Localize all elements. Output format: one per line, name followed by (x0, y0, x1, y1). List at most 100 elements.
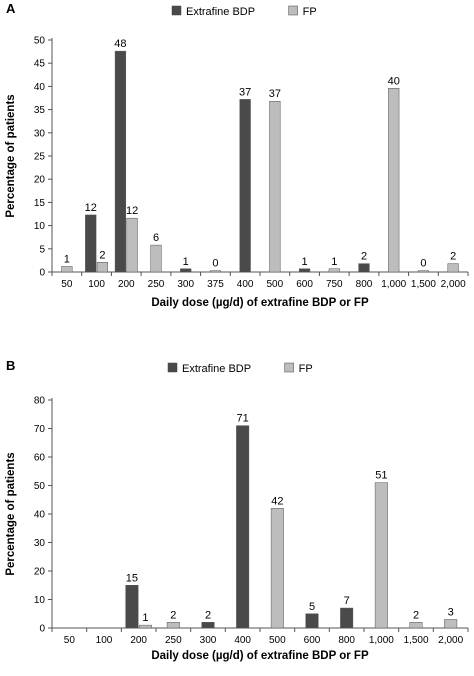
x-tick-label: 600 (304, 635, 321, 646)
x-tick-label: 2,000 (441, 279, 466, 290)
bar (239, 99, 251, 273)
y-tick-label: 10 (34, 221, 46, 232)
data-label: 51 (375, 470, 387, 482)
data-label: 5 (309, 601, 315, 613)
bar (417, 270, 430, 273)
chart-panel-a: A Extrafine BDP FP 0 5 10 15 20 25 30 35 40 45 50 50 10… (0, 0, 474, 320)
x-tick-label: 300 (200, 635, 217, 646)
x-tick-label: 400 (234, 635, 251, 646)
bar (201, 622, 215, 629)
bar (125, 585, 139, 629)
x-tick-label: 200 (118, 279, 135, 290)
legend-label: Extrafine BDP (182, 363, 251, 375)
bar (138, 624, 152, 629)
x-tick-label: 1,500 (403, 635, 428, 646)
legend-swatch (288, 5, 298, 16)
bar (166, 622, 180, 629)
data-label: 48 (114, 38, 126, 50)
data-label: 7 (344, 595, 350, 607)
x-axis-title: Daily dose (µg/d) of extrafine BDP or FP (151, 297, 369, 309)
y-tick-label: 40 (34, 82, 46, 93)
x-tick-label: 300 (177, 279, 194, 290)
data-label: 2 (99, 249, 105, 261)
data-label: 71 (237, 413, 249, 425)
x-tick-label: 100 (96, 635, 113, 646)
y-tick-label: 30 (34, 538, 46, 549)
y-tick-label: 5 (39, 244, 45, 255)
x-tick-label: 50 (61, 279, 73, 290)
data-label: 1 (183, 256, 189, 268)
y-tick-label: 60 (34, 453, 46, 464)
y-tick-label: 15 (34, 198, 46, 209)
panel-label: A (6, 1, 16, 16)
y-tick-label: 25 (34, 152, 46, 163)
bar (358, 263, 370, 273)
bar (85, 214, 97, 273)
data-label: 1 (331, 256, 337, 268)
data-label: 0 (420, 258, 426, 270)
data-label: 12 (85, 202, 97, 214)
data-label: 40 (388, 75, 400, 87)
data-label: 2 (450, 251, 456, 263)
bar (209, 270, 222, 273)
x-tick-label: 1,000 (381, 279, 406, 290)
panel-label: B (6, 358, 15, 373)
x-tick-label: 2,000 (438, 635, 463, 646)
x-tick-label: 800 (338, 635, 355, 646)
x-tick-label: 50 (64, 635, 76, 646)
data-label: 2 (413, 609, 419, 621)
y-tick-label: 70 (34, 424, 46, 435)
legend-swatch (167, 362, 178, 373)
x-tick-label: 250 (148, 279, 165, 290)
bar (180, 268, 192, 273)
x-tick-label: 500 (269, 635, 286, 646)
x-tick-label: 400 (237, 279, 254, 290)
legend-swatch (284, 362, 294, 373)
y-tick-label: 50 (34, 36, 46, 47)
bar (150, 244, 162, 273)
x-tick-label: 200 (130, 635, 147, 646)
chart-panel-b: B Extrafine BDP FP 0 10 20 30 40 50 60 70 80 50 100 20… (0, 358, 474, 671)
legend-swatch (171, 5, 182, 16)
x-tick-label: 375 (207, 279, 224, 290)
data-label: 2 (170, 609, 176, 621)
bar (409, 622, 423, 629)
bar (374, 482, 388, 629)
legend-label: FP (299, 363, 313, 375)
x-tick-label: 750 (326, 279, 343, 290)
x-tick-label: 250 (165, 635, 182, 646)
y-tick-label: 20 (34, 175, 46, 186)
chart-b-svg: B Extrafine BDP FP 0 10 20 30 40 50 60 70 80 50 100 20… (5, 358, 469, 662)
y-axis-title: Percentage of patients (5, 94, 17, 217)
bar (114, 50, 127, 273)
bar (298, 268, 311, 273)
x-tick-label: 800 (356, 279, 373, 290)
data-label: 42 (271, 495, 283, 507)
data-label: 2 (205, 609, 211, 621)
bar (340, 607, 354, 629)
bar (388, 88, 400, 273)
data-label: 6 (153, 232, 159, 244)
y-tick-label: 10 (34, 595, 46, 606)
data-label: 12 (126, 205, 138, 217)
y-tick-label: 30 (34, 128, 46, 139)
data-label: 1 (64, 253, 70, 265)
y-tick-label: 20 (34, 567, 46, 578)
data-label: 2 (361, 251, 367, 263)
y-tick-label: 0 (39, 624, 45, 635)
x-tick-label: 1,000 (369, 635, 394, 646)
y-axis-title: Percentage of patients (5, 452, 17, 575)
y-tick-label: 50 (34, 481, 46, 492)
bar (126, 217, 138, 273)
data-label: 37 (239, 86, 251, 98)
bar (269, 100, 281, 273)
data-label: 1 (142, 612, 148, 624)
y-tick-label: 35 (34, 105, 46, 116)
legend-label: Extrafine BDP (186, 6, 255, 18)
bar (236, 425, 250, 629)
y-tick-label: 80 (34, 396, 46, 407)
legend-label: FP (303, 6, 317, 18)
data-label: 1 (302, 256, 308, 268)
